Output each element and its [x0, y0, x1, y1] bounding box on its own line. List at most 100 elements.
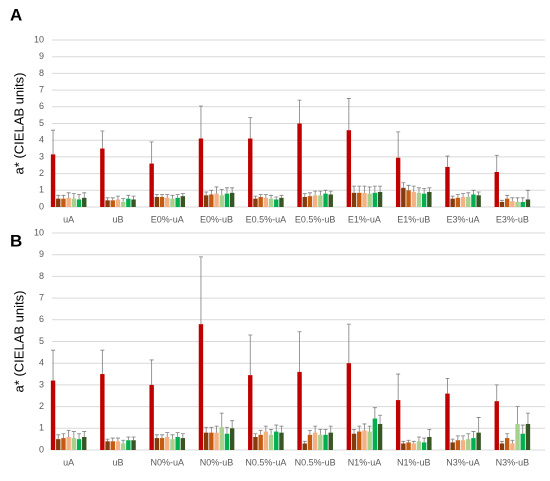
- error-bar: [248, 117, 253, 139]
- error-bar: [416, 187, 421, 193]
- error-bar: [214, 425, 219, 433]
- bar: [455, 440, 461, 450]
- bar: [406, 190, 411, 207]
- x-tick-label: E1%-uB: [397, 214, 430, 224]
- bar: [165, 436, 170, 450]
- error-bar: [82, 431, 87, 437]
- error-bar: [180, 193, 185, 197]
- error-bar: [302, 440, 307, 444]
- bar: [411, 191, 416, 207]
- error-bar: [230, 420, 235, 429]
- bar: [126, 198, 131, 207]
- y-tick-label: 3: [39, 151, 44, 161]
- bar: [248, 138, 253, 207]
- error-bar: [346, 323, 351, 364]
- bar: [515, 201, 520, 207]
- bar: [307, 434, 313, 450]
- bar: [504, 198, 510, 207]
- bar: [219, 195, 224, 207]
- error-bar: [328, 425, 333, 433]
- x-tick-label: N3%-uA: [446, 457, 480, 467]
- bar: [253, 436, 258, 450]
- error-bar: [149, 359, 154, 385]
- error-bar: [450, 195, 455, 199]
- error-bar: [204, 191, 209, 196]
- error-bar: [160, 194, 165, 197]
- bar: [175, 436, 180, 450]
- error-bar: [248, 334, 253, 376]
- bar: [209, 194, 214, 207]
- error-bar: [396, 373, 401, 401]
- bar: [372, 418, 378, 450]
- bar: [312, 195, 318, 207]
- bar: [279, 197, 284, 207]
- bar: [499, 443, 505, 450]
- y-tick-label: 5: [39, 336, 44, 346]
- error-bar: [476, 417, 481, 433]
- y-tick-label: 8: [39, 68, 44, 78]
- error-bar: [401, 182, 406, 188]
- bar: [357, 192, 362, 207]
- error-bar: [253, 433, 258, 437]
- bar: [510, 443, 515, 450]
- bar: [203, 432, 209, 450]
- bar: [180, 196, 186, 207]
- bar: [76, 199, 82, 207]
- error-bar: [367, 425, 372, 432]
- error-bar: [154, 434, 159, 439]
- bar: [110, 200, 115, 207]
- error-bar: [520, 424, 525, 434]
- error-bar: [100, 349, 105, 375]
- error-bar: [219, 189, 224, 196]
- error-bar: [204, 426, 209, 433]
- y-tick-label: 7: [39, 84, 44, 94]
- error-bar: [328, 190, 333, 195]
- error-bar: [165, 194, 170, 198]
- error-bar: [323, 189, 328, 194]
- error-bar: [131, 436, 136, 441]
- bar: [377, 423, 383, 450]
- error-bar: [378, 185, 383, 192]
- bar: [165, 197, 170, 207]
- y-axis-label: a* (CIELAB units): [11, 291, 26, 393]
- bar: [224, 193, 230, 207]
- bar: [367, 193, 372, 207]
- error-bar: [230, 187, 235, 193]
- bar: [494, 171, 499, 207]
- bar: [395, 157, 401, 207]
- bar: [377, 191, 383, 207]
- error-bar: [77, 194, 82, 200]
- bar: [346, 363, 352, 450]
- error-bar: [307, 192, 312, 197]
- error-bar: [515, 406, 520, 424]
- error-bar: [499, 440, 504, 444]
- error-bar: [362, 185, 367, 193]
- bar: [427, 191, 432, 207]
- bar: [214, 193, 219, 207]
- y-tick-label: 4: [39, 358, 44, 368]
- x-tick-label: N1%-uB: [397, 457, 431, 467]
- bar: [510, 201, 515, 207]
- bar: [351, 433, 357, 450]
- bar: [406, 442, 411, 450]
- bar: [66, 436, 71, 450]
- error-bar: [198, 105, 203, 139]
- bar: [268, 434, 274, 450]
- y-tick-label: 0: [39, 201, 44, 211]
- bar: [248, 375, 253, 450]
- bar: [154, 438, 160, 450]
- bar: [159, 438, 165, 450]
- error-bar: [357, 185, 362, 193]
- bar: [198, 324, 204, 450]
- bar: [105, 200, 110, 207]
- x-tick-label: E3%-uA: [447, 214, 480, 224]
- bar: [460, 196, 466, 207]
- bar: [159, 196, 165, 207]
- bar: [61, 198, 66, 207]
- bar: [214, 432, 219, 450]
- bar: [126, 440, 131, 450]
- error-bar: [455, 194, 460, 198]
- error-bar: [56, 434, 61, 440]
- y-tick-label: 9: [39, 249, 44, 259]
- error-bar: [61, 194, 66, 199]
